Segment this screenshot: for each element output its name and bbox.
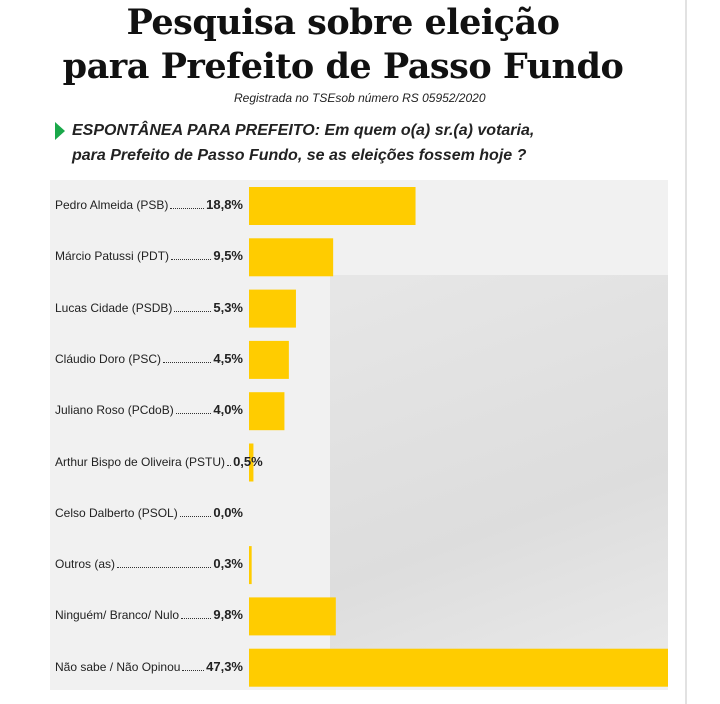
background-photo xyxy=(330,275,668,675)
bar xyxy=(249,597,336,636)
value-label: 47,3% xyxy=(206,658,243,674)
question: ESPONTÂNEA PARA PREFEITO: Em quem o(a) s… xyxy=(72,122,535,139)
subtitle: Registrada no TSEsob número RS 05952/202… xyxy=(234,91,486,105)
category-label: Cláudio Doro (PSC) xyxy=(55,351,162,366)
category-label: Arthur Bispo de Oliveira (PSTU) xyxy=(55,454,226,469)
leader-dots xyxy=(179,515,212,517)
category-label: Pedro Almeida (PSB) xyxy=(55,198,169,212)
bar-label: Não sabe / Não Opinou 47,3% xyxy=(55,659,243,674)
value-label: 0,5% xyxy=(233,453,263,469)
value-label: 0,0% xyxy=(213,504,243,520)
bar xyxy=(249,392,285,431)
bar xyxy=(249,340,289,379)
bar xyxy=(249,289,296,328)
leader-dots xyxy=(181,618,212,620)
page-edge xyxy=(685,0,687,704)
category-label: Celso Dalberto (PSOL) xyxy=(55,505,178,520)
chart-title: Pesquisa sobre eleição xyxy=(126,2,560,43)
leader-dots xyxy=(182,669,205,671)
bar-label: Pedro Almeida (PSB) 18,8% xyxy=(55,197,243,212)
leader-dots xyxy=(170,208,205,209)
value-label: 0,3% xyxy=(213,556,243,572)
bar-label: Márcio Patussi (PDT) 9,5% xyxy=(55,248,243,263)
leader-dots xyxy=(163,361,212,363)
category-label: Márcio Patussi (PDT) xyxy=(55,249,170,264)
bar-label: Outros (as) 0,3% xyxy=(55,556,243,571)
leader-dots xyxy=(117,567,212,569)
bar-label: Lucas Cidade (PSDB) 5,3% xyxy=(55,300,243,315)
category-label: Outros (as) xyxy=(55,557,116,572)
value-label: 18,8% xyxy=(206,197,243,212)
value-label: 5,3% xyxy=(213,299,243,315)
leader-dots xyxy=(171,259,212,261)
category-label: Juliano Roso (PCdoB) xyxy=(55,403,174,418)
bar-label: Juliano Roso (PCdoB) 4,0% xyxy=(55,402,243,417)
leader-dots xyxy=(227,464,232,466)
bar xyxy=(249,648,668,687)
bar xyxy=(249,187,416,225)
category-label: Não sabe / Não Opinou xyxy=(55,659,181,674)
bar-label: Arthur Bispo de Oliveira (PSTU) 0,5% xyxy=(55,454,263,469)
category-label: Ninguém/ Branco/ Nulo xyxy=(55,608,180,623)
bar-label: Celso Dalberto (PSOL) 0,0% xyxy=(55,505,243,520)
leader-dots xyxy=(175,413,212,415)
value-label: 9,8% xyxy=(213,607,243,623)
value-label: 9,5% xyxy=(213,248,243,264)
value-label: 4,0% xyxy=(213,402,243,418)
bar-label: Cláudio Doro (PSC) 4,5% xyxy=(55,351,243,366)
marker-triangle xyxy=(55,122,65,140)
category-label: Lucas Cidade (PSDB) xyxy=(55,300,173,315)
leader-dots xyxy=(174,310,212,312)
bar xyxy=(249,443,254,482)
value-label: 4,5% xyxy=(213,350,243,366)
question: para Prefeito de Passo Fundo, se as elei… xyxy=(72,147,527,164)
chart-title: para Prefeito de Passo Fundo xyxy=(62,46,624,87)
bar xyxy=(249,546,252,585)
bar-label: Ninguém/ Branco/ Nulo 9,8% xyxy=(55,607,243,622)
bar xyxy=(249,238,334,277)
